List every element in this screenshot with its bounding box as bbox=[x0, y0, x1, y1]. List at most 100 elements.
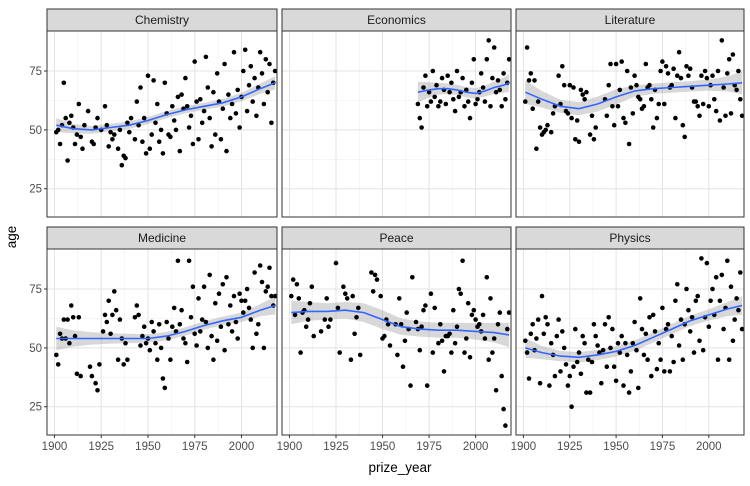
data-point bbox=[162, 80, 168, 86]
data-point bbox=[439, 75, 445, 81]
data-point bbox=[296, 296, 302, 301]
data-point bbox=[663, 64, 669, 69]
data-point bbox=[78, 373, 83, 379]
gridlines bbox=[516, 249, 744, 435]
data-point bbox=[205, 85, 211, 90]
data-point bbox=[715, 357, 721, 363]
data-point bbox=[211, 357, 216, 363]
data-point bbox=[473, 317, 478, 322]
data-point bbox=[255, 322, 261, 327]
data-point bbox=[619, 59, 624, 64]
data-point bbox=[241, 68, 246, 74]
data-point bbox=[305, 317, 311, 322]
data-point bbox=[608, 345, 613, 351]
data-point bbox=[117, 317, 123, 322]
data-point bbox=[408, 383, 413, 388]
data-point bbox=[201, 108, 207, 114]
data-point bbox=[556, 73, 561, 78]
data-point bbox=[244, 108, 250, 114]
data-point bbox=[526, 376, 532, 381]
data-point bbox=[693, 298, 699, 304]
data-point bbox=[69, 113, 74, 119]
data-point bbox=[505, 326, 510, 332]
data-point bbox=[550, 111, 556, 116]
data-point bbox=[125, 357, 130, 363]
data-point bbox=[205, 345, 211, 351]
data-point bbox=[713, 108, 719, 114]
data-point bbox=[207, 115, 212, 121]
data-point bbox=[123, 155, 128, 161]
data-point bbox=[567, 373, 573, 379]
data-point bbox=[214, 71, 220, 76]
data-point bbox=[650, 125, 656, 130]
x-axis-title: prize_year bbox=[368, 460, 432, 475]
data-point bbox=[419, 125, 424, 130]
data-point bbox=[573, 326, 578, 332]
data-point bbox=[61, 80, 67, 86]
data-point bbox=[534, 146, 539, 151]
data-point bbox=[490, 350, 495, 355]
data-point bbox=[593, 333, 598, 339]
data-point bbox=[97, 362, 102, 367]
data-point bbox=[121, 362, 126, 367]
data-point bbox=[675, 73, 680, 78]
data-point bbox=[687, 329, 693, 334]
data-point bbox=[203, 319, 209, 325]
data-point bbox=[503, 97, 508, 102]
data-point bbox=[584, 390, 589, 395]
data-point bbox=[168, 357, 173, 363]
data-point bbox=[201, 284, 207, 290]
data-point bbox=[104, 122, 110, 128]
data-point bbox=[591, 322, 597, 327]
data-point bbox=[82, 122, 87, 128]
data-point bbox=[149, 132, 154, 137]
data-point bbox=[467, 115, 473, 121]
facet-strip-label: Chemistry bbox=[135, 13, 189, 27]
data-point bbox=[652, 329, 658, 334]
data-point bbox=[497, 310, 503, 315]
data-point bbox=[449, 80, 454, 86]
data-point bbox=[488, 104, 493, 109]
data-point bbox=[637, 296, 643, 301]
data-point bbox=[719, 272, 725, 278]
data-point bbox=[387, 343, 393, 348]
data-point bbox=[252, 75, 257, 81]
data-point bbox=[665, 71, 671, 76]
data-point bbox=[447, 331, 452, 337]
y-tick-label: 75 bbox=[29, 66, 42, 78]
data-point bbox=[547, 383, 552, 388]
data-point bbox=[254, 331, 259, 337]
data-point bbox=[482, 336, 488, 341]
x-tick-label: 1975 bbox=[416, 441, 442, 453]
data-point bbox=[352, 331, 357, 337]
data-point bbox=[543, 315, 548, 320]
data-point bbox=[548, 129, 554, 135]
data-point bbox=[634, 82, 639, 88]
data-point bbox=[537, 125, 543, 130]
data-point bbox=[341, 284, 346, 290]
data-point bbox=[447, 89, 452, 95]
data-point bbox=[67, 340, 72, 346]
data-point bbox=[198, 329, 203, 334]
x-tick-label: 2000 bbox=[229, 441, 255, 453]
data-point bbox=[506, 310, 512, 315]
data-point bbox=[252, 270, 257, 275]
data-point bbox=[615, 340, 621, 346]
data-point bbox=[717, 118, 723, 123]
x-tick-label: 1900 bbox=[511, 441, 537, 453]
data-point bbox=[649, 373, 654, 379]
data-point bbox=[586, 357, 591, 363]
data-point bbox=[669, 82, 674, 88]
data-point bbox=[115, 146, 121, 151]
data-point bbox=[156, 322, 162, 327]
data-point bbox=[676, 49, 682, 55]
data-point bbox=[571, 364, 576, 370]
data-point bbox=[491, 336, 497, 341]
data-point bbox=[400, 364, 406, 370]
data-point bbox=[721, 326, 726, 332]
data-point bbox=[354, 315, 359, 320]
scatter-points bbox=[54, 258, 278, 393]
data-point bbox=[530, 106, 535, 111]
data-point bbox=[580, 333, 585, 339]
panel-background bbox=[47, 249, 277, 435]
